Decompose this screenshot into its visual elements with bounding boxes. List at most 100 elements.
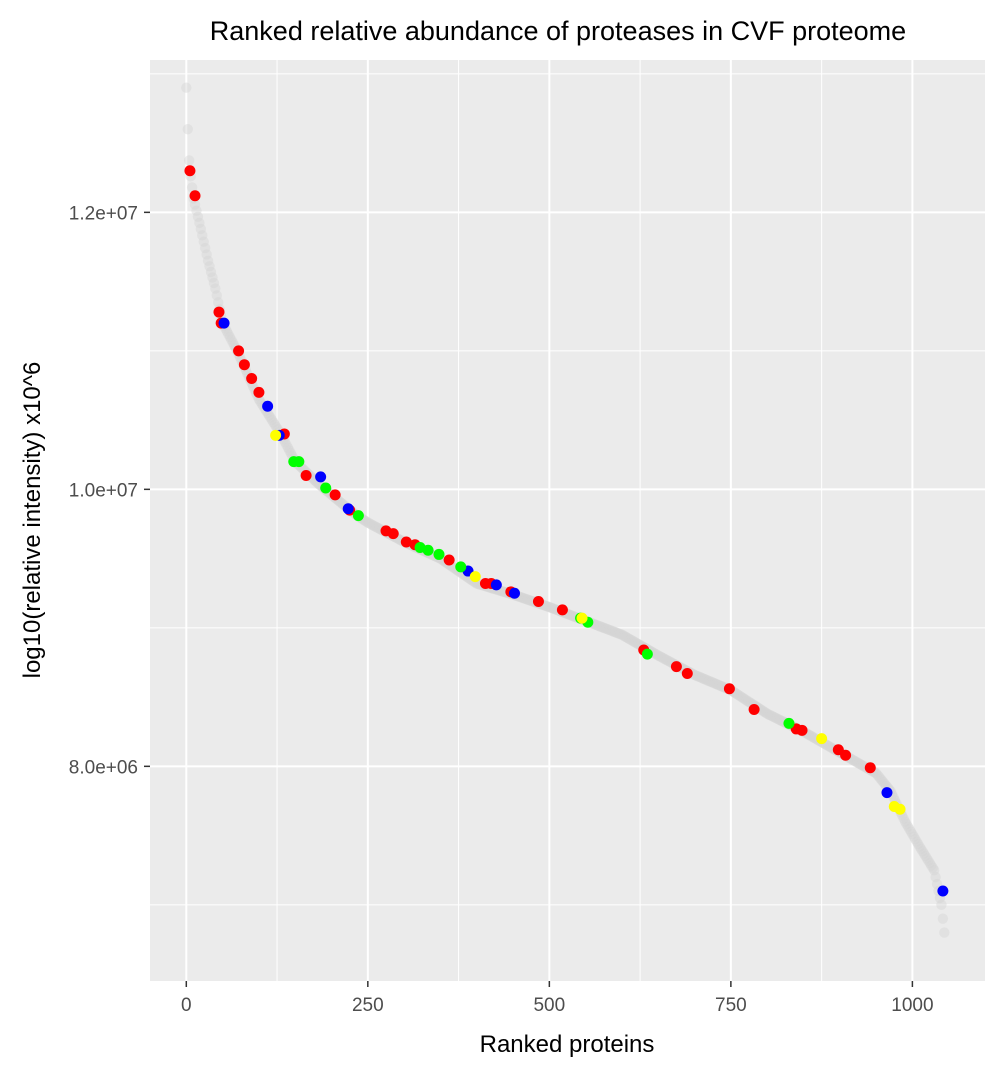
protein-point [690, 670, 702, 681]
protease-point-yellow [816, 733, 828, 745]
protein-point [208, 277, 220, 289]
protein-point [917, 846, 928, 857]
x-tick-label: 1000 [891, 995, 933, 1016]
protein-point [594, 621, 606, 632]
protein-point [599, 622, 610, 634]
protein-point [194, 217, 205, 229]
protein-point [361, 516, 372, 527]
protein-point [658, 653, 670, 664]
protein-point [760, 707, 771, 718]
protease-point-yellow [270, 429, 282, 441]
protein-point [182, 124, 193, 135]
protein-point [712, 679, 723, 690]
protein-point [619, 631, 631, 642]
protease-point-blue [262, 400, 274, 412]
protease-point-red [400, 536, 412, 548]
protein-point [602, 624, 613, 635]
protein-point [657, 652, 668, 664]
protein-point [616, 629, 628, 640]
protease-point-red [840, 749, 852, 761]
protein-point [732, 689, 744, 701]
protein-point [184, 155, 195, 166]
protease-point-red [253, 386, 265, 398]
y-tick-label: 8.0e+06 [69, 757, 138, 778]
protein-point [542, 601, 554, 612]
protease-point-red [748, 704, 760, 716]
protein-point [879, 778, 890, 790]
protein-point [773, 714, 784, 725]
protein-point [366, 519, 378, 531]
protease-point-red [387, 528, 399, 540]
protein-point [600, 623, 612, 634]
protein-point [741, 695, 753, 706]
protein-point [263, 410, 275, 421]
protein-point [281, 439, 292, 451]
protease-point-green [641, 648, 653, 660]
protein-point [913, 838, 924, 850]
protein-point [759, 706, 770, 718]
protease-point-red [532, 596, 544, 608]
protein-point [715, 680, 726, 692]
protein-point [936, 899, 947, 911]
protease-point-green [433, 548, 445, 560]
protease-point-red [233, 345, 245, 357]
protein-point [613, 628, 625, 639]
protein-point [693, 671, 705, 682]
protein-point [269, 419, 281, 430]
protein-point [186, 182, 198, 193]
protein-point [651, 649, 663, 660]
protein-point [914, 841, 925, 852]
protein-point [806, 731, 818, 742]
protein-point [899, 816, 911, 827]
protein-point [692, 670, 703, 682]
protein-point [876, 775, 888, 786]
protein-point [926, 860, 937, 871]
protein-point [927, 862, 938, 874]
protein-point [910, 833, 921, 845]
x-tick-label: 500 [533, 995, 565, 1016]
data-points [181, 82, 950, 938]
protein-point [192, 211, 204, 222]
protein-point [661, 654, 673, 666]
protease-point-blue [881, 787, 893, 799]
protein-point [770, 712, 782, 724]
protein-point [523, 594, 535, 606]
protein-point [371, 522, 382, 533]
protein-point [763, 709, 774, 720]
protein-point [593, 620, 604, 632]
protein-point [915, 843, 927, 855]
protease-point-red [443, 554, 455, 566]
protein-point [191, 205, 202, 216]
protein-point [271, 421, 282, 433]
protein-point [703, 675, 715, 687]
protein-point [548, 603, 559, 614]
protein-point [197, 230, 208, 241]
protein-point [854, 758, 866, 770]
protease-point-red [681, 668, 693, 680]
protein-point [221, 326, 233, 337]
protein-point [939, 927, 950, 938]
protein-point [369, 521, 381, 532]
protease-point-red [796, 724, 808, 736]
protein-point [764, 709, 776, 721]
protein-point [873, 771, 885, 783]
y-tick-label: 1.2e+07 [69, 203, 138, 224]
protease-point-red [189, 190, 201, 202]
protein-point [705, 676, 716, 687]
protein-point [519, 593, 530, 604]
protein-point [223, 329, 234, 340]
protein-point [822, 740, 834, 752]
protein-point [202, 255, 214, 267]
protein-point [628, 636, 639, 647]
protein-point [930, 871, 941, 883]
protein-point [852, 757, 863, 768]
protease-point-red [723, 683, 735, 695]
protein-point [923, 855, 934, 866]
protein-point [265, 412, 276, 423]
protein-point [937, 913, 949, 924]
protein-point [920, 850, 931, 862]
protein-point [660, 654, 671, 665]
protein-point [368, 520, 379, 531]
protein-point [282, 442, 294, 453]
protein-point [365, 518, 376, 530]
